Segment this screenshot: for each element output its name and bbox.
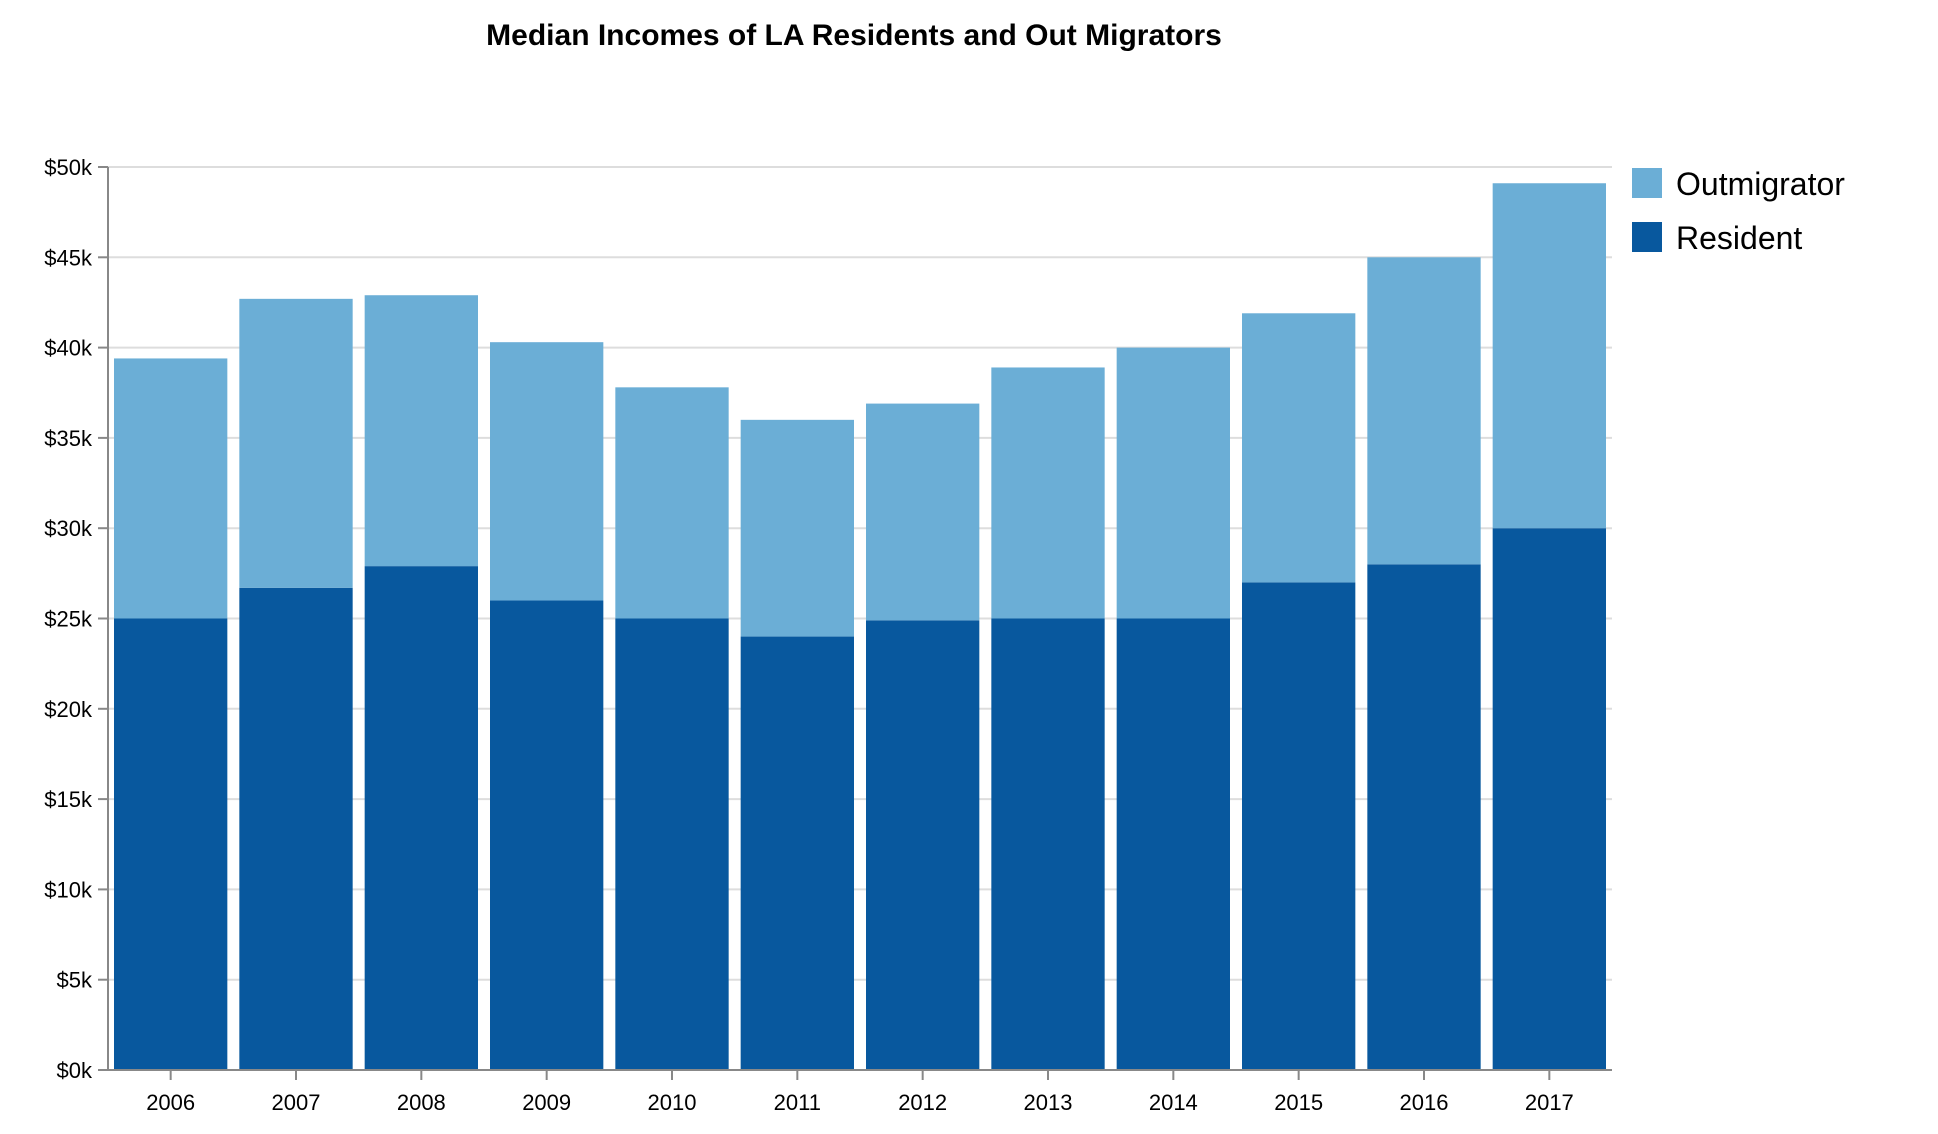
x-tick-label: 2011 (774, 1090, 821, 1115)
y-tick-label: $5k (57, 968, 93, 993)
x-tick-label: 2017 (1525, 1090, 1574, 1115)
legend-swatch-outmigrator (1632, 168, 1662, 198)
bar-outmigrator-2007 (239, 298, 353, 588)
x-tick-label: 2016 (1400, 1090, 1449, 1115)
x-tick-label: 2013 (1024, 1090, 1073, 1115)
x-tick-label: 2012 (898, 1090, 947, 1115)
bar-resident-2012 (866, 620, 980, 1070)
bar-outmigrator-2014 (1116, 347, 1230, 619)
legend-label-outmigrator: Outmigrator (1676, 166, 1845, 202)
bar-resident-2008 (364, 566, 478, 1070)
bar-resident-2006 (114, 618, 228, 1070)
x-tick-label: 2010 (648, 1090, 697, 1115)
y-tick-label: $25k (44, 607, 93, 632)
y-tick-label: $20k (44, 697, 93, 722)
bar-resident-2010 (615, 618, 729, 1070)
y-tick-label: $0k (57, 1058, 93, 1083)
bar-outmigrator-2016 (1367, 257, 1481, 565)
bar-outmigrator-2008 (364, 295, 478, 567)
chart-title: Median Incomes of LA Residents and Out M… (486, 19, 1222, 52)
x-tick-label: 2014 (1149, 1090, 1198, 1115)
x-tick-label: 2015 (1274, 1090, 1323, 1115)
y-tick-label: $40k (44, 336, 93, 361)
bar-resident-2015 (1242, 582, 1356, 1070)
x-tick-label: 2008 (397, 1090, 446, 1115)
y-tick-label: $45k (44, 245, 93, 270)
axes: $0k $5k $10k $15k $20k $25k $30k $35k $40k $45k $5… (44, 155, 1612, 1115)
bar-outmigrator-2013 (991, 367, 1105, 619)
bar-outmigrator-2010 (615, 387, 729, 619)
legend-swatch-resident (1632, 222, 1662, 252)
bar-resident-2014 (1116, 618, 1230, 1070)
bar-resident-2016 (1367, 564, 1481, 1070)
bar-outmigrator-2009 (490, 342, 604, 601)
y-tick-label: $30k (44, 516, 93, 541)
legend-label-resident: Resident (1676, 220, 1802, 256)
bar-resident-2017 (1492, 528, 1606, 1070)
bar-resident-2013 (991, 618, 1105, 1070)
bar-outmigrator-2012 (866, 403, 980, 621)
bar-resident-2007 (239, 587, 353, 1070)
bar-resident-2009 (490, 600, 604, 1070)
bars (114, 183, 1606, 1070)
y-tick-label: $10k (44, 877, 93, 902)
grid-lines (108, 166, 1612, 1071)
bar-outmigrator-2006 (114, 358, 228, 619)
x-tick-label: 2006 (146, 1090, 195, 1115)
x-tick-label: 2007 (272, 1090, 321, 1115)
bar-outmigrator-2017 (1492, 183, 1606, 529)
y-tick-label: $35k (44, 426, 93, 451)
bar-outmigrator-2015 (1242, 313, 1356, 583)
bar-resident-2011 (740, 636, 854, 1070)
legend: Outmigrator Resident (1632, 166, 1845, 256)
y-tick-label: $15k (44, 787, 93, 812)
x-tick-label: 2009 (522, 1090, 571, 1115)
y-tick-label: $50k (44, 155, 93, 180)
bar-outmigrator-2011 (740, 419, 854, 637)
